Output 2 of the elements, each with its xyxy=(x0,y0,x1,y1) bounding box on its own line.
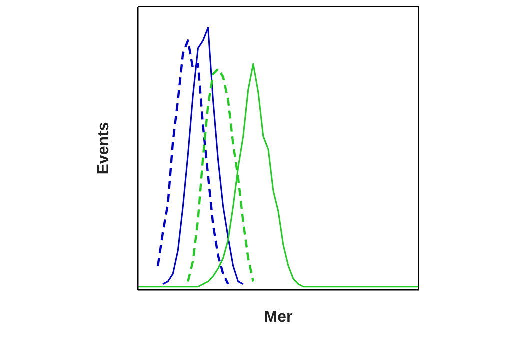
y-axis-title: Events xyxy=(96,122,113,175)
x-axis-title: Mer xyxy=(264,309,293,326)
